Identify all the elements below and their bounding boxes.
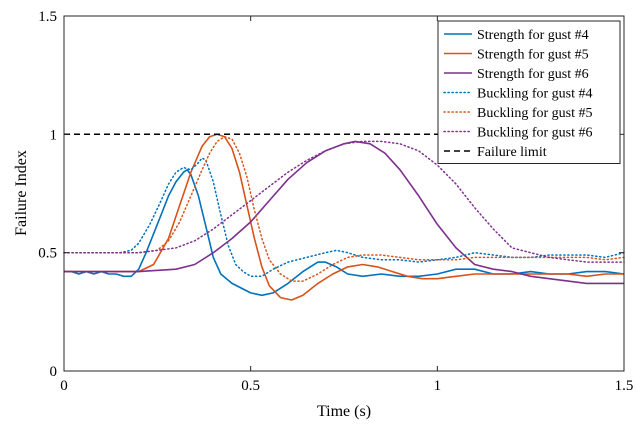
legend-label-2: Strength for gust #5	[477, 48, 589, 63]
series-line-4	[63, 157, 625, 278]
legend-label-1: Strength for gust #4	[477, 28, 589, 43]
ticks-layer: 0 0.5 1 1.5 0 0.5 1 1.5	[38, 9, 633, 394]
legend-label-5: Buckling for gust #5	[477, 106, 593, 121]
legend: Strength for gust #4 Strength for gust #5…	[437, 20, 621, 164]
series-line-5	[63, 135, 625, 282]
x-tick-label: 1.5	[615, 378, 634, 394]
y-tick-label: 1	[50, 127, 58, 143]
series-line-2	[64, 133, 624, 301]
plot-frame	[63, 15, 625, 372]
y-axis-title: Failure Index	[13, 150, 30, 236]
series-layer	[63, 133, 625, 301]
legend-label-7: Failure limit	[477, 145, 547, 160]
y-tick-label: 0	[50, 364, 58, 380]
series-line-6	[63, 140, 625, 263]
legend-label-4: Buckling for gust #4	[477, 87, 593, 102]
x-tick-label: 1	[434, 378, 442, 394]
series-line-3	[64, 140, 624, 285]
x-axis-title: Time (s)	[317, 403, 371, 420]
y-tick-label: 1.5	[38, 9, 57, 25]
y-tick-label: 0.5	[38, 246, 57, 262]
legend-label-3: Strength for gust #6	[477, 67, 589, 82]
legend-label-6: Buckling for gust #6	[477, 126, 593, 141]
series-line-1	[64, 169, 625, 297]
x-tick-label: 0	[60, 378, 68, 394]
x-tick-label: 0.5	[241, 378, 260, 394]
